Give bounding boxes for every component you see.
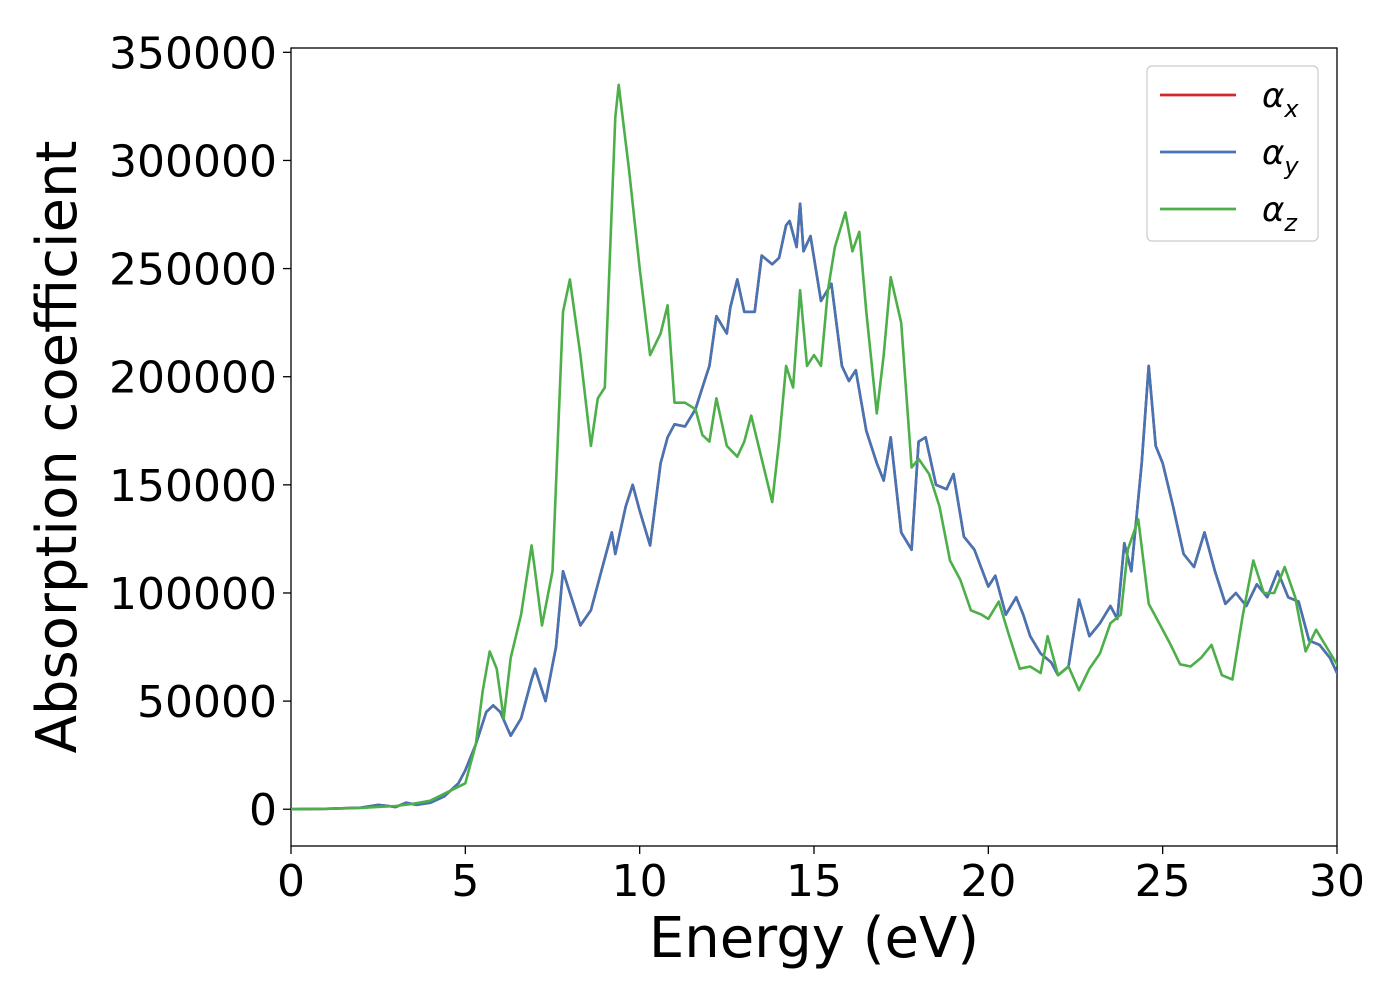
x-tick-label: 25 bbox=[1135, 856, 1191, 907]
x-tick-label: 0 bbox=[277, 856, 305, 907]
series-line-alpha-z bbox=[291, 83, 1337, 811]
y-tick-label: 50000 bbox=[137, 677, 277, 728]
x-tick-label: 10 bbox=[612, 856, 668, 907]
y-axis-label: Absorption coefficient bbox=[25, 141, 90, 754]
x-tick-label: 20 bbox=[960, 856, 1016, 907]
y-tick-label: 150000 bbox=[109, 461, 277, 512]
series-line-alpha-y bbox=[291, 202, 1337, 811]
x-tick-label: 30 bbox=[1309, 856, 1365, 907]
y-tick-label: 250000 bbox=[109, 245, 277, 296]
series-line-alpha-x bbox=[291, 202, 1337, 811]
legend-box bbox=[1146, 65, 1319, 242]
y-tick-label: 200000 bbox=[109, 353, 277, 404]
y-tick-label: 300000 bbox=[109, 136, 277, 187]
y-tick-label: 350000 bbox=[109, 28, 277, 79]
x-tick-label: 5 bbox=[451, 856, 479, 907]
y-tick-label: 100000 bbox=[109, 569, 277, 620]
x-axis-label: Energy (eV) bbox=[649, 906, 979, 971]
x-tick-label: 15 bbox=[786, 856, 842, 907]
y-tick-label: 0 bbox=[249, 785, 277, 836]
